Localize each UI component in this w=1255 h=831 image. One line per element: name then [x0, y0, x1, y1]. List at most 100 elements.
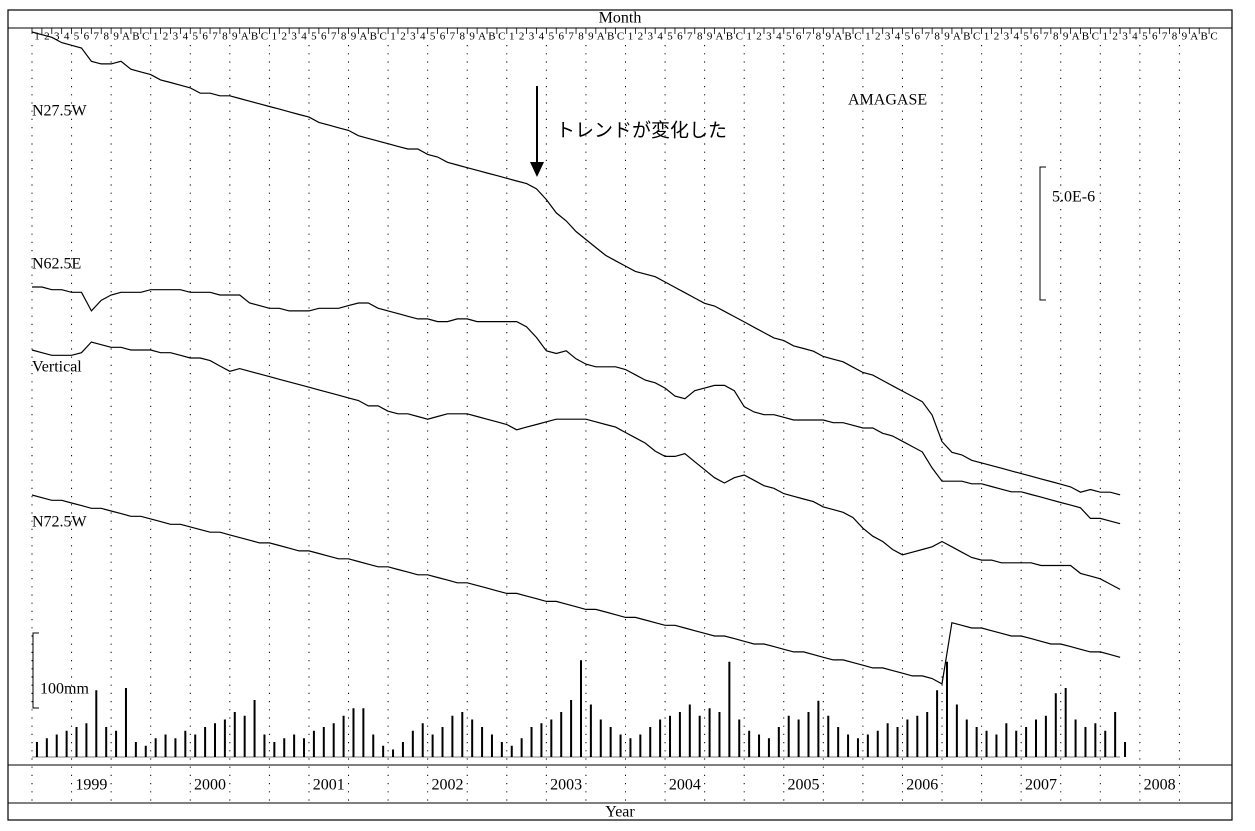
month-label: 2 — [281, 31, 287, 43]
rain-bar — [777, 727, 780, 757]
rain-bar — [847, 734, 850, 757]
month-label: A — [953, 31, 961, 43]
rain-bar — [55, 734, 58, 757]
rain-bar — [629, 738, 632, 757]
rain-bar — [619, 734, 622, 757]
month-label: 7 — [1162, 31, 1168, 43]
rain-bar — [75, 727, 78, 757]
year-label: 2002 — [431, 777, 463, 794]
rain-bar — [144, 745, 147, 757]
month-label: 9 — [826, 31, 832, 43]
month-label: 9 — [351, 31, 357, 43]
month-label: 2 — [163, 31, 169, 43]
month-label: A — [478, 31, 486, 43]
month-label: 6 — [1033, 31, 1039, 43]
month-label: 4 — [1013, 31, 1019, 43]
rain-bar — [134, 742, 137, 757]
rain-bar — [105, 727, 108, 757]
rain-bar — [827, 715, 830, 757]
month-label: B — [1082, 31, 1089, 43]
rain-bar — [579, 660, 582, 757]
rain-bar — [401, 742, 404, 757]
month-label: 4 — [1132, 31, 1138, 43]
rain-bar — [560, 712, 563, 757]
rain-bar — [649, 727, 652, 757]
month-label: 7 — [1043, 31, 1049, 43]
scale-bar — [1039, 166, 1046, 301]
rain-bar — [876, 730, 879, 757]
rain-bar — [362, 708, 365, 757]
rain-bar — [995, 734, 998, 757]
rain-bar — [322, 727, 325, 757]
month-label: 7 — [212, 31, 218, 43]
month-label: 1 — [153, 31, 159, 43]
month-label: 1 — [390, 31, 396, 43]
rain-bar — [906, 719, 909, 757]
month-label: 5 — [905, 31, 911, 43]
rain-bar — [85, 723, 88, 757]
rain-bar — [748, 730, 751, 757]
rain-bar — [540, 723, 543, 757]
year-axis-title: Year — [605, 804, 635, 821]
month-label: 9 — [707, 31, 713, 43]
rain-bar — [461, 712, 464, 757]
rain-bar — [669, 715, 672, 757]
month-label: A — [122, 31, 130, 43]
rain-bar — [35, 742, 38, 757]
month-label: 8 — [341, 31, 347, 43]
rain-bar — [708, 708, 711, 757]
month-label: 3 — [173, 31, 179, 43]
rain-bar — [807, 712, 810, 757]
rain-bar — [1025, 727, 1028, 757]
rain-bar — [965, 719, 968, 757]
month-label: C — [617, 31, 624, 43]
rain-bar — [382, 745, 385, 757]
month-label: 8 — [1172, 31, 1178, 43]
month-label: 6 — [796, 31, 802, 43]
rain-bar — [866, 734, 869, 757]
month-label: 5 — [667, 31, 673, 43]
rain-bar — [1124, 742, 1127, 757]
month-label: A — [359, 31, 367, 43]
month-label: 5 — [192, 31, 198, 43]
rain-bar — [312, 730, 315, 757]
rain-bar — [441, 727, 444, 757]
year-label: 2007 — [1025, 777, 1057, 794]
month-label: 3 — [54, 31, 60, 43]
month-label: 2 — [994, 31, 1000, 43]
month-label: 4 — [301, 31, 307, 43]
rain-bar — [1094, 723, 1097, 757]
month-label: 5 — [1142, 31, 1148, 43]
annotation: トレンドが変化した — [556, 120, 727, 142]
rain-bar — [728, 661, 731, 757]
month-label: 8 — [578, 31, 584, 43]
month-label: A — [715, 31, 723, 43]
rain-bar — [421, 723, 424, 757]
rain-bar — [738, 719, 741, 757]
month-label: 2 — [875, 31, 881, 43]
strain-line — [31, 494, 1121, 685]
month-label: B — [726, 31, 733, 43]
month-label: 8 — [460, 31, 466, 43]
month-label: 7 — [94, 31, 100, 43]
rain-bar — [1084, 727, 1087, 757]
rain-bar — [243, 715, 246, 757]
rain-bar — [204, 727, 207, 757]
month-label: 2 — [638, 31, 644, 43]
month-label: 4 — [183, 31, 189, 43]
series-label: N62.5E — [32, 256, 81, 273]
month-label: 6 — [202, 31, 208, 43]
month-label: 7 — [568, 31, 574, 43]
month-label: 5 — [1023, 31, 1029, 43]
rain-bar — [451, 715, 454, 757]
month-label: 9 — [1063, 31, 1069, 43]
month-label: 4 — [539, 31, 545, 43]
month-label: 5 — [549, 31, 555, 43]
rain-bar — [490, 734, 493, 757]
month-label: 3 — [1122, 31, 1128, 43]
month-label: 1 — [1102, 31, 1108, 43]
chart-title: AMAGASE — [848, 92, 927, 109]
month-label: 6 — [440, 31, 446, 43]
rain-bar — [659, 719, 662, 757]
